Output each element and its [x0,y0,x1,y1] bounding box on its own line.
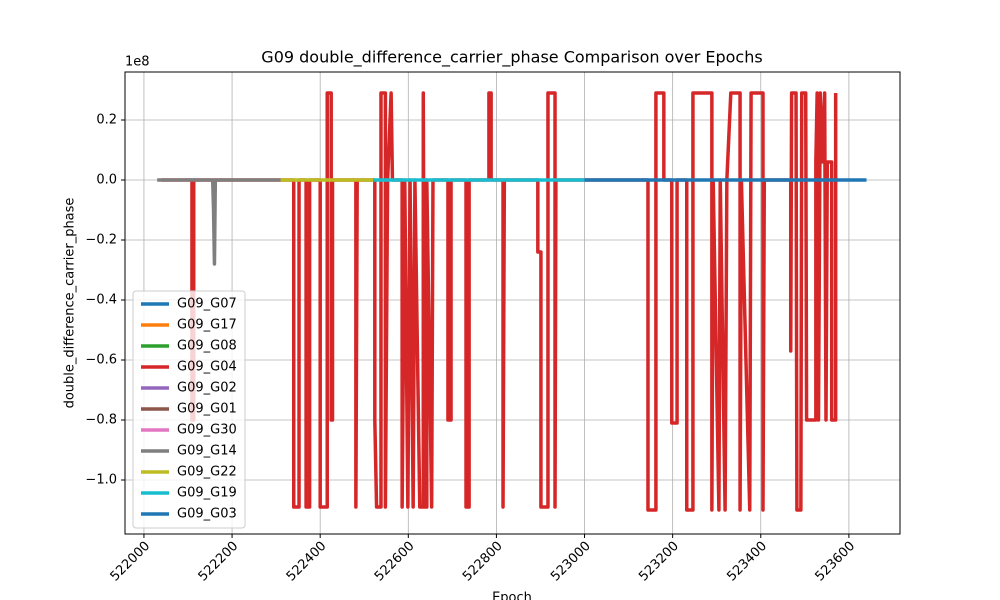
legend-label: G09_G22 [177,465,237,480]
y-tick-label: −0.4 [85,293,117,308]
legend-box [132,290,246,529]
legend-label: G09_G08 [177,339,237,354]
legend-label: G09_G02 [177,381,237,396]
x-tick-label: 523200 [636,539,682,585]
y-axis-label: double_difference_carrier_phase [63,198,78,409]
y-tick-label: 0.0 [96,173,117,188]
y-tick-label: −0.2 [85,233,117,248]
y-tick-label: −0.8 [85,413,117,428]
x-tick-label: 522000 [108,539,154,585]
x-tick-label: 523000 [548,539,594,585]
x-axis-label: Epoch [492,591,532,600]
legend-label: G09_G03 [177,507,237,522]
x-tick-label: 522800 [460,539,506,585]
x-tick-label: 522600 [372,539,418,585]
data-line [161,91,838,512]
chart-title: G09 double_difference_carrier_phase Comp… [261,48,762,68]
x-tick-label: 522400 [284,539,330,585]
legend-label: G09_G07 [177,297,237,312]
legend-label: G09_G17 [177,318,237,333]
legend-label: G09_G30 [177,423,237,438]
y-offset-label: 1e8 [125,55,150,70]
legend-label: G09_G04 [177,360,237,375]
y-tick-label: −1.0 [85,473,117,488]
y-tick-label: 0.2 [96,113,117,128]
y-tick-label: −0.6 [85,353,117,368]
legend-label: G09_G01 [177,402,237,417]
x-tick-label: 523400 [724,539,770,585]
x-tick-label: 523600 [812,539,858,585]
plot-frame [124,71,901,535]
legend-label: G09_G14 [177,444,237,459]
data-line [157,178,281,266]
legend-label: G09_G19 [177,486,237,501]
x-tick-label: 522200 [196,539,242,585]
